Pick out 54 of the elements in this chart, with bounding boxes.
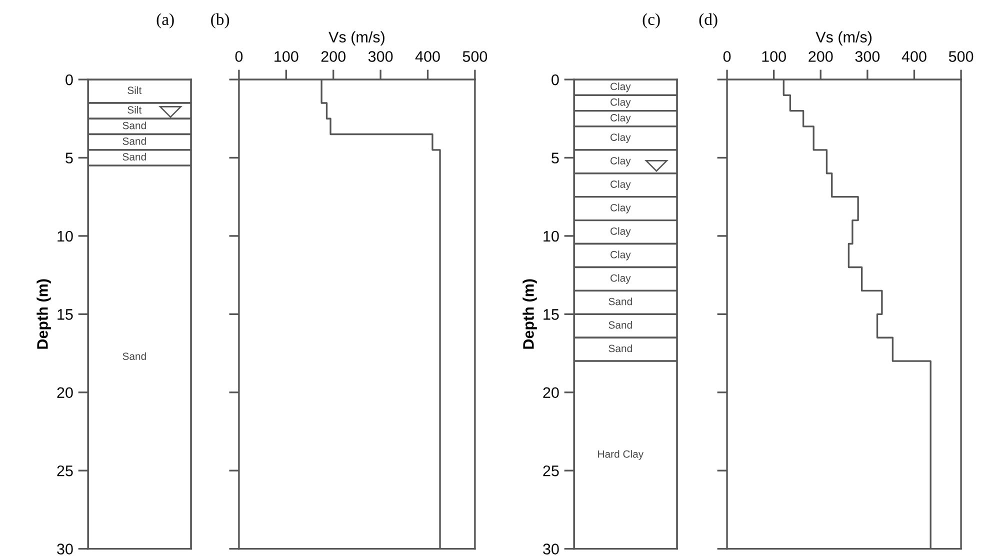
series-label: Hard Clay bbox=[598, 450, 644, 460]
series-label: Sand bbox=[122, 137, 146, 145]
x-tick-label: 500 bbox=[462, 51, 488, 62]
series-label: Sand bbox=[608, 298, 632, 306]
series-label: Sand bbox=[122, 122, 146, 130]
series-label: Sand bbox=[608, 321, 632, 329]
y-tick-label: 20 bbox=[57, 387, 73, 398]
series-label: Clay bbox=[610, 133, 631, 144]
x-tick-label: 300 bbox=[855, 51, 880, 62]
x-tick-label: 400 bbox=[415, 51, 440, 62]
series-label: Clay bbox=[610, 250, 631, 260]
series-label: Clay bbox=[610, 98, 631, 108]
y-tick-label: 30 bbox=[57, 544, 73, 554]
y-tick-label: 10 bbox=[544, 230, 559, 242]
y-tick-label: 0 bbox=[66, 74, 73, 86]
x-tick-label: 200 bbox=[321, 51, 346, 62]
series-label: Clay bbox=[610, 274, 631, 284]
series-label: Clay bbox=[610, 82, 631, 92]
series-label: Clay bbox=[610, 114, 631, 124]
y-axis-title: Depth (m) bbox=[36, 279, 51, 349]
series-label: Clay bbox=[610, 227, 631, 237]
x-axis-title: Vs (m/s) bbox=[816, 31, 872, 46]
chart-title: (a) bbox=[156, 13, 174, 28]
x-tick-label: 0 bbox=[723, 51, 731, 62]
series-label: Silt bbox=[128, 86, 142, 94]
chart-title: (c) bbox=[642, 13, 660, 28]
chart-title: (d) bbox=[699, 13, 718, 28]
y-tick-label: 5 bbox=[552, 152, 559, 164]
x-tick-label: 200 bbox=[808, 51, 833, 62]
legend-label: Clay bbox=[610, 156, 631, 166]
x-tick-label: 100 bbox=[274, 51, 298, 62]
y-axis-title: Depth (m) bbox=[522, 279, 537, 349]
x-axis-title: Vs (m/s) bbox=[328, 31, 384, 46]
series-label: Sand bbox=[122, 352, 146, 360]
y-tick-label: 5 bbox=[66, 152, 73, 164]
series-label: Clay bbox=[610, 180, 631, 190]
x-tick-label: 100 bbox=[762, 51, 786, 62]
y-tick-label: 0 bbox=[552, 74, 559, 86]
legend-label: Silt bbox=[128, 106, 142, 114]
series-label: Clay bbox=[610, 204, 631, 214]
y-tick-label: 20 bbox=[543, 387, 559, 398]
x-tick-label: 300 bbox=[368, 51, 393, 62]
y-tick-label: 10 bbox=[58, 230, 73, 242]
x-tick-label: 0 bbox=[235, 51, 243, 62]
y-tick-label: 25 bbox=[543, 465, 559, 476]
y-tick-label: 25 bbox=[57, 465, 73, 476]
series-label: Sand bbox=[608, 344, 632, 352]
y-tick-label: 15 bbox=[58, 309, 73, 320]
y-tick-label: 15 bbox=[544, 309, 559, 320]
x-tick-label: 500 bbox=[948, 51, 974, 62]
x-tick-label: 400 bbox=[902, 51, 926, 62]
series-label: Sand bbox=[122, 152, 146, 161]
chart-title: (b) bbox=[211, 13, 230, 28]
y-tick-label: 30 bbox=[543, 544, 559, 554]
